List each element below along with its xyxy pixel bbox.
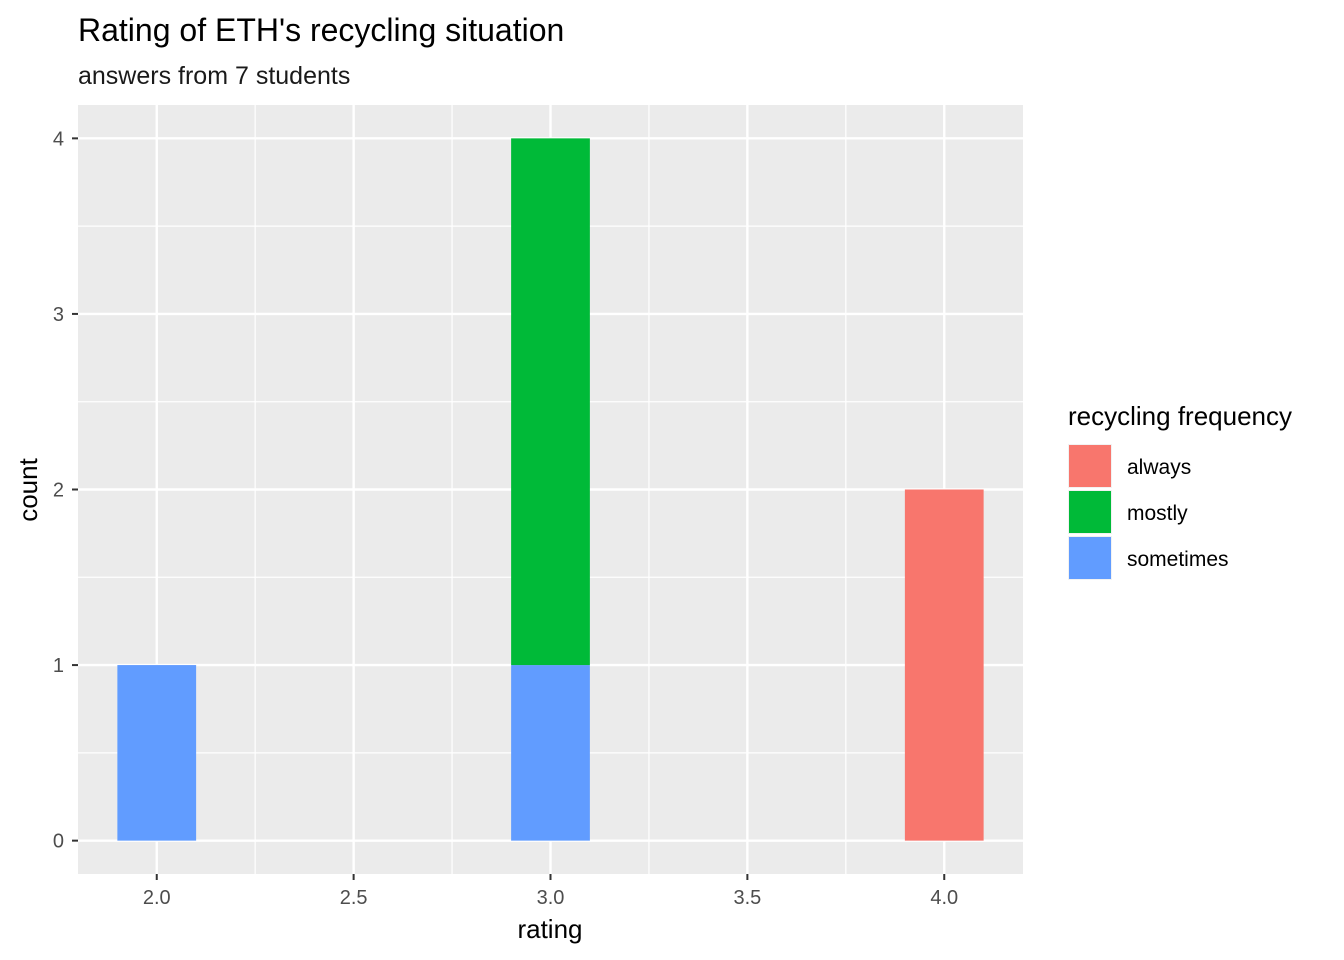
chart-title: Rating of ETH's recycling situation (78, 12, 564, 48)
bar-2-sometimes (117, 665, 197, 841)
x-tick-label: 2.0 (143, 887, 171, 909)
x-axis-title: rating (517, 914, 582, 944)
legend-label-sometimes: sometimes (1127, 548, 1229, 571)
legend-key-always (1069, 445, 1111, 487)
y-tick-label: 3 (53, 304, 64, 326)
y-tick-label: 4 (53, 128, 64, 150)
bar-4-always (904, 489, 984, 841)
y-tick-label: 0 (53, 831, 64, 853)
y-axis: 0 1 2 3 4 (53, 128, 78, 853)
y-tick-label: 1 (53, 655, 64, 677)
x-axis: 2.0 2.5 3.0 3.5 4.0 (143, 874, 958, 909)
legend: recycling frequency always mostly sometime… (1068, 401, 1292, 580)
bar-3-sometimes (511, 665, 590, 841)
x-tick-label: 3.5 (733, 887, 761, 909)
legend-label-mostly: mostly (1127, 502, 1188, 525)
chart-subtitle: answers from 7 students (78, 62, 350, 90)
legend-label-always: always (1127, 456, 1191, 479)
x-tick-label: 3.0 (537, 887, 565, 909)
legend-key-mostly (1069, 491, 1111, 533)
bar-3-mostly (511, 138, 590, 666)
y-axis-title: count (13, 457, 43, 521)
legend-key-sometimes (1069, 537, 1111, 579)
legend-title: recycling frequency (1068, 401, 1292, 431)
x-tick-label: 4.0 (930, 887, 958, 909)
y-tick-label: 2 (53, 480, 64, 502)
x-tick-label: 2.5 (340, 887, 368, 909)
bars (117, 138, 984, 841)
